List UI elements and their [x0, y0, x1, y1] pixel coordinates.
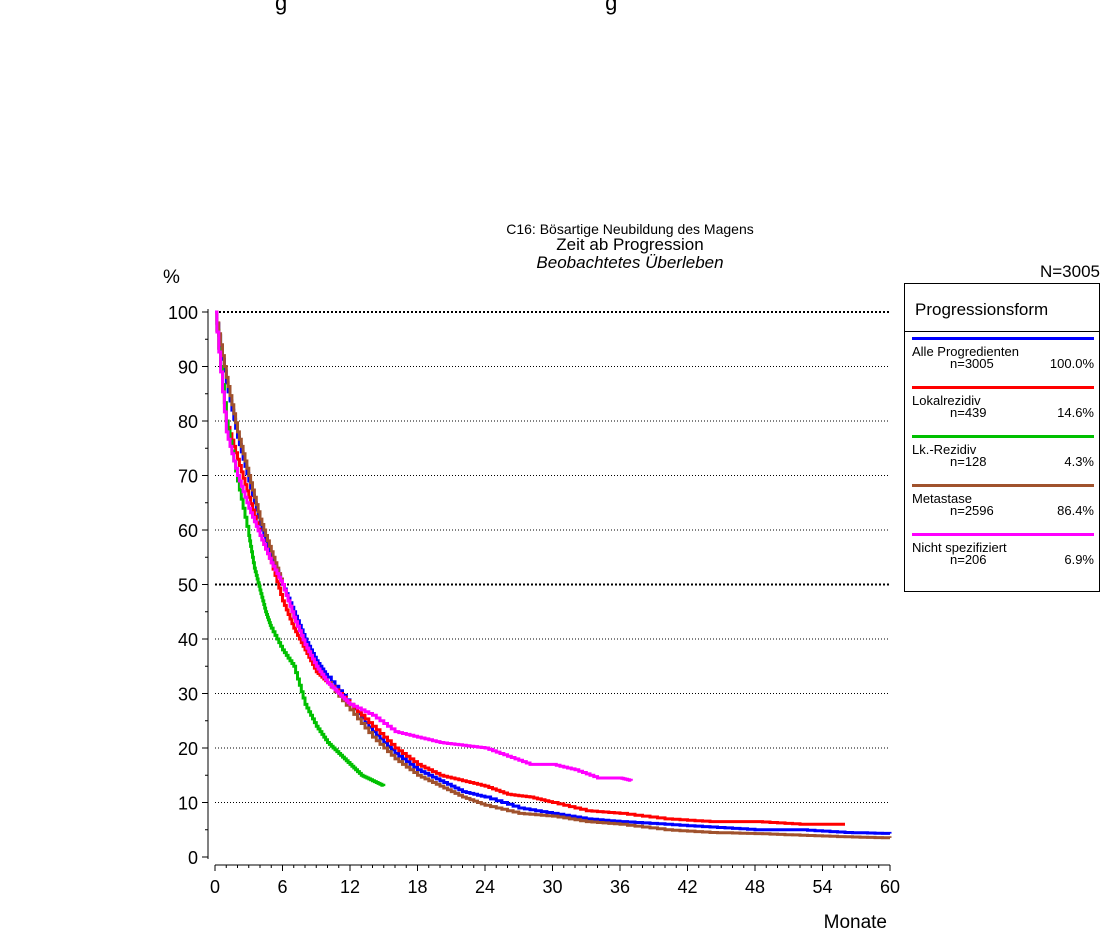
legend: Progressionsform Alle Progredienten n=300…: [904, 283, 1100, 592]
y-axis-unit: %: [163, 267, 180, 288]
legend-separator: [905, 331, 1099, 332]
series-line-lk-rezidiv: [215, 310, 386, 787]
legend-title: Progressionsform: [915, 300, 1049, 319]
legend-entry-percent: 4.3%: [1064, 454, 1094, 469]
series-line-lokalrezidiv: [215, 310, 845, 826]
legend-swatch: [912, 533, 1094, 536]
legend-entry-percent: 6.9%: [1064, 552, 1094, 567]
y-tick-label: 100: [168, 303, 198, 323]
legend-swatch: [912, 386, 1094, 389]
legend-entry-percent: 86.4%: [1057, 503, 1094, 518]
chart-subtitle: Zeit ab Progression: [556, 235, 703, 254]
grid-lines: [215, 311, 890, 803]
x-axis-label: Monate: [824, 912, 887, 933]
legend-entry-count: n=206: [950, 552, 987, 567]
y-tick-label: 20: [178, 739, 198, 759]
legend-entry-name: Lk.-Rezidiv: [912, 442, 977, 457]
x-tick-label: 18: [407, 877, 427, 897]
legend-entry-count: n=128: [950, 454, 987, 469]
legend-entry-name: Alle Progredienten: [912, 344, 1019, 359]
chart-title: C16: Bösartige Neubildung des Magens: [506, 221, 754, 237]
x-tick-label: 42: [677, 877, 697, 897]
legend-swatch: [912, 435, 1094, 438]
legend-entry-count: n=439: [950, 405, 987, 420]
axes: [202, 309, 891, 871]
y-tick-label: 60: [178, 521, 198, 541]
legend-swatch: [912, 484, 1094, 487]
x-tick-label: 60: [880, 877, 900, 897]
legend-entry-name: Lokalrezidiv: [912, 393, 981, 408]
legend-entry: Alle Progredienten n=3005 100.0%: [912, 337, 1094, 389]
legend-entry-percent: 100.0%: [1049, 356, 1094, 371]
legend-entry-count: n=3005: [950, 356, 994, 371]
header-fragment: g g: [275, 0, 617, 15]
series-line-alle-progredienten: [215, 310, 892, 835]
y-tick-label: 10: [178, 794, 198, 814]
series-line-nicht-spezifiziert: [215, 310, 633, 782]
legend-entry: Lokalrezidiv n=439 14.6%: [912, 386, 1094, 438]
x-tick-label: 48: [745, 877, 765, 897]
legend-entry-count: n=2596: [950, 503, 994, 518]
legend-entry: Lk.-Rezidiv n=128 4.3%: [912, 435, 1094, 487]
tick-labels: 0 10 20 30 40 50 60 70 80 90 100 0 6 12 18 24 30 36 42 48 54…: [168, 303, 900, 897]
x-tick-label: 30: [542, 877, 562, 897]
legend-entry-name: Nicht spezifiziert: [912, 540, 1007, 555]
y-tick-label: 80: [178, 412, 198, 432]
legend-swatch: [912, 337, 1094, 340]
legend-entry: Nicht spezifiziert n=206 6.9%: [912, 533, 1094, 585]
legend-entry-name: Metastase: [912, 491, 972, 506]
x-tick-label: 54: [812, 877, 832, 897]
chart-subtitle-2: Beobachtetes Überleben: [536, 253, 723, 272]
y-tick-label: 0: [188, 848, 198, 868]
y-tick-label: 90: [178, 358, 198, 378]
total-count: N=3005: [1040, 262, 1100, 281]
series-lines: [215, 310, 892, 840]
x-tick-label: 36: [610, 877, 630, 897]
x-tick-label: 24: [475, 877, 495, 897]
legend-entry-percent: 14.6%: [1057, 405, 1094, 420]
y-tick-label: 30: [178, 685, 198, 705]
y-tick-label: 50: [178, 576, 198, 596]
y-tick-label: 70: [178, 467, 198, 487]
x-tick-label: 12: [340, 877, 360, 897]
legend-entry: Metastase n=2596 86.4%: [912, 484, 1094, 536]
x-tick-label: 0: [210, 877, 220, 897]
x-tick-label: 6: [277, 877, 287, 897]
series-line-metastase: [215, 310, 892, 840]
y-tick-label: 40: [178, 630, 198, 650]
